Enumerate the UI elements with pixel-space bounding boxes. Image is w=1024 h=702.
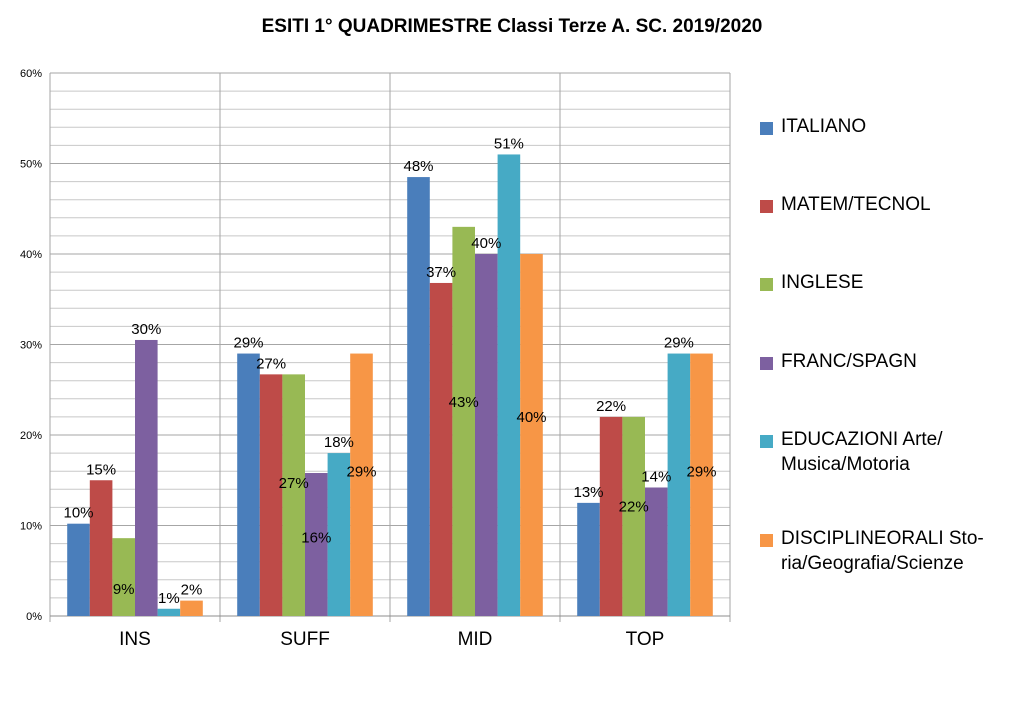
bar — [577, 502, 600, 616]
data-label: 43% — [449, 394, 479, 411]
legend-label: INGLESE — [781, 272, 864, 293]
legend-item: INGLESE — [760, 270, 1011, 295]
data-label: 14% — [641, 468, 671, 485]
data-label: 30% — [131, 321, 161, 338]
bar — [327, 453, 351, 616]
legend-item: EDUCAZIONI Arte/ Musica/Motoria — [760, 427, 1011, 477]
data-label: 51% — [494, 135, 524, 152]
x-category-label: SUFF — [280, 629, 330, 650]
bar — [645, 487, 668, 616]
bar — [599, 416, 623, 616]
data-label: 27% — [279, 475, 309, 492]
data-label: 48% — [403, 158, 433, 175]
legend-item: FRANC/SPAGN — [760, 349, 1011, 374]
bar — [407, 177, 430, 616]
bar — [135, 339, 158, 616]
data-label: 13% — [573, 484, 603, 501]
legend-swatch — [760, 200, 773, 213]
legend-label: ITALIANO — [781, 116, 867, 137]
bar — [350, 353, 373, 616]
bar — [452, 226, 475, 616]
y-tick-label: 50% — [20, 159, 42, 171]
data-label: 29% — [233, 335, 263, 352]
bar — [520, 254, 543, 616]
legend-swatch — [760, 534, 773, 547]
legend-item: MATEM/TECNOL — [760, 192, 1011, 217]
legend-label: DISCIPLINEORALI Sto- ria/Geografia/Scien… — [781, 528, 984, 574]
data-label: 15% — [86, 461, 116, 478]
bar — [667, 353, 691, 616]
bar — [259, 374, 283, 616]
bar — [180, 600, 203, 616]
bar — [237, 353, 260, 616]
legend-swatch — [760, 122, 773, 135]
data-label: 29% — [664, 335, 694, 352]
legend-item: DISCIPLINEORALI Sto- ria/Geografia/Scien… — [760, 526, 1011, 576]
legend-label: MATEM/TECNOL — [781, 194, 931, 215]
data-label: 40% — [516, 409, 546, 426]
data-label: 16% — [301, 529, 331, 546]
data-label: 22% — [619, 498, 649, 515]
data-label: 40% — [471, 235, 501, 252]
data-label: 9% — [113, 581, 135, 598]
bar — [497, 154, 521, 616]
y-tick-label: 0% — [26, 611, 42, 623]
data-label: 18% — [324, 434, 354, 451]
data-label: 10% — [63, 505, 93, 522]
y-tick-label: 40% — [20, 249, 42, 261]
data-label: 29% — [346, 464, 376, 481]
x-category-label: TOP — [626, 629, 665, 650]
bar — [112, 538, 135, 616]
bar — [282, 374, 305, 616]
bar — [67, 523, 90, 616]
y-tick-label: 20% — [20, 430, 42, 442]
data-label: 37% — [426, 264, 456, 281]
y-tick-label: 30% — [20, 340, 42, 352]
legend-label: EDUCAZIONI Arte/ Musica/Motoria — [781, 429, 943, 475]
legend-swatch — [760, 278, 773, 291]
data-label: 2% — [181, 582, 203, 599]
legend-label: FRANC/SPAGN — [781, 351, 917, 372]
bar — [690, 353, 713, 616]
data-label: 27% — [256, 355, 286, 372]
y-tick-label: 60% — [20, 68, 42, 80]
y-tick-label: 10% — [20, 521, 42, 533]
legend-swatch — [760, 435, 773, 448]
bar — [89, 480, 113, 616]
chart-title: ESITI 1° QUADRIMESTRE Classi Terze A. SC… — [261, 16, 763, 37]
bar — [475, 254, 498, 616]
data-label: 22% — [596, 398, 626, 415]
x-category-label: INS — [119, 629, 151, 650]
bar — [429, 282, 453, 616]
legend-swatch — [760, 357, 773, 370]
x-category-label: MID — [458, 629, 493, 650]
bar — [305, 473, 328, 616]
legend-item: ITALIANO — [760, 114, 1011, 139]
data-label: 29% — [686, 464, 716, 481]
data-label: 1% — [158, 590, 180, 607]
bar — [157, 608, 181, 616]
bar — [622, 416, 645, 616]
